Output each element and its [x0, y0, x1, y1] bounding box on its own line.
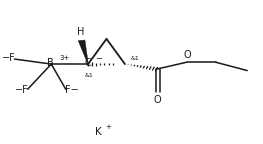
Text: K: K: [95, 127, 102, 137]
Text: &1: &1: [131, 56, 139, 61]
Text: −F: −F: [15, 85, 29, 95]
Text: F−: F−: [65, 85, 78, 95]
Text: B: B: [47, 58, 54, 68]
Text: C: C: [85, 58, 92, 68]
Text: &1: &1: [84, 73, 93, 78]
Text: −F: −F: [2, 53, 15, 63]
Text: +: +: [105, 124, 111, 130]
Text: H: H: [77, 27, 84, 37]
Text: O: O: [154, 95, 161, 105]
Text: 3+: 3+: [59, 55, 69, 61]
Text: O: O: [184, 50, 191, 60]
Polygon shape: [78, 40, 88, 64]
Text: −: −: [95, 54, 102, 63]
